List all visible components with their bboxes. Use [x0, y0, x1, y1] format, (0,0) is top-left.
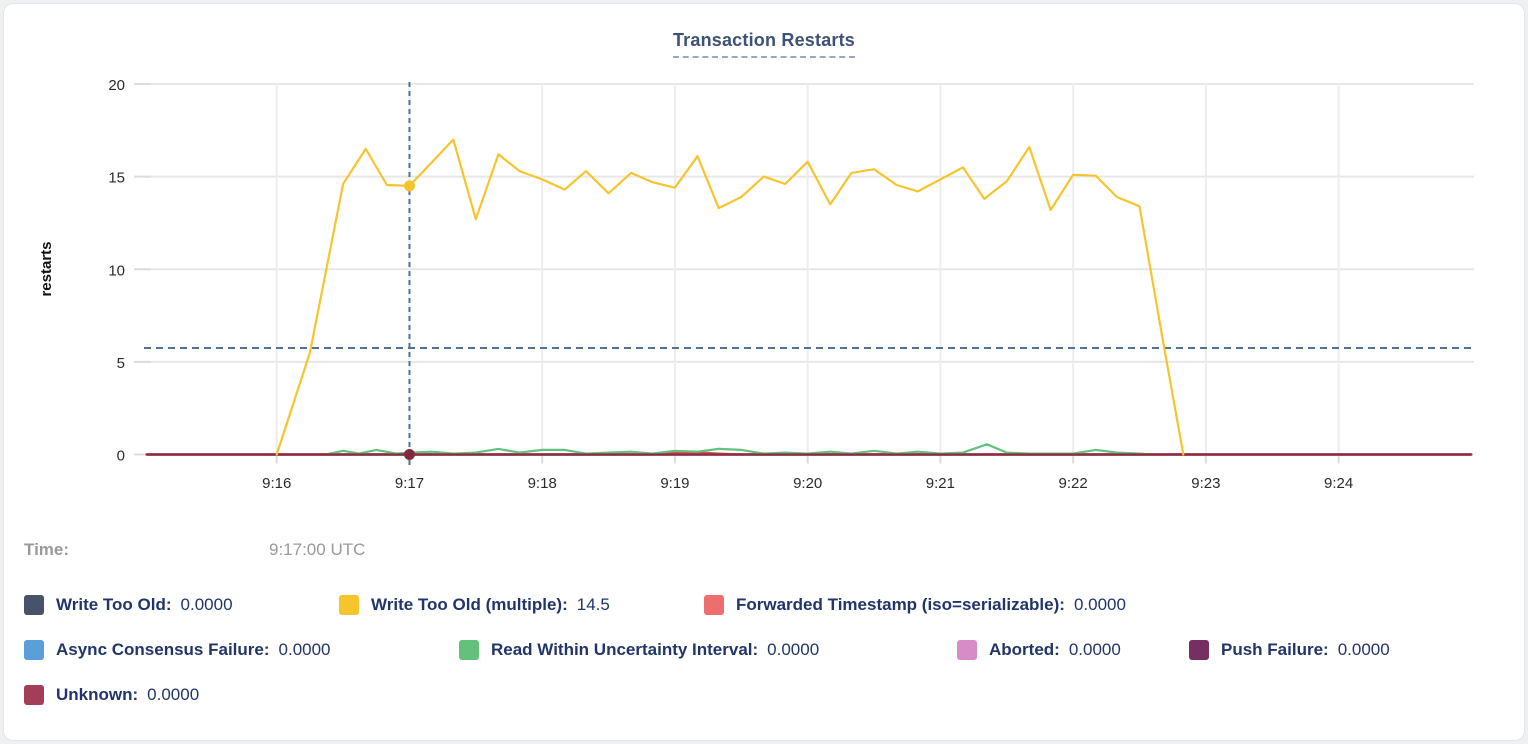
legend-label: Read Within Uncertainty Interval: — [491, 640, 759, 659]
legend-value: 0.0000 — [1068, 640, 1121, 659]
x-tick-label: 9:17 — [395, 475, 424, 492]
transaction-restarts-chart[interactable]: 0 5 10 15 20 9:16 9:17 9:18 9:19 9:20 9:21 9:22 9:23… — [4, 66, 1525, 508]
legend-value: 0.0000 — [147, 685, 200, 704]
legend-label: Async Consensus Failure: — [56, 640, 270, 659]
legend-value: 0.0000 — [767, 640, 820, 659]
x-tick-label: 9:19 — [660, 475, 689, 492]
crosshair-dot — [403, 449, 415, 460]
legend-item[interactable]: Read Within Uncertainty Interval: 0.0000 — [459, 640, 957, 660]
legend-value: 14.5 — [576, 595, 610, 614]
legend-row: Async Consensus Failure: 0.0000 Read Withi… — [4, 637, 1524, 663]
legend-label: Write Too Old (multiple): — [371, 595, 568, 614]
legend-value: 0.0000 — [1073, 595, 1126, 614]
y-tick-label: 15 — [108, 170, 125, 187]
legend-item[interactable]: Push Failure: 0.0000 — [1189, 640, 1390, 660]
hover-time-label: Time: — [24, 540, 70, 559]
legend-label: Push Failure: — [1221, 640, 1329, 659]
x-tick-label: 9:16 — [262, 475, 291, 492]
legend-item[interactable]: Unknown: 0.0000 — [24, 685, 199, 705]
x-tick-label: 9:22 — [1059, 475, 1088, 492]
x-tick-label: 9:24 — [1324, 475, 1353, 492]
x-tick-label: 9:21 — [926, 475, 955, 492]
x-tick-label: 9:23 — [1191, 475, 1220, 492]
y-tick-label: 20 — [108, 77, 125, 94]
legend-row: Write Too Old: 0.0000 Write Too Old (multi… — [4, 592, 1524, 618]
legend-swatch-icon — [957, 640, 977, 660]
legend-label: Unknown: — [56, 685, 139, 704]
legend-swatch-icon — [24, 685, 44, 705]
legend-swatch-icon — [339, 595, 359, 615]
legend-item[interactable]: Write Too Old (multiple): 14.5 — [339, 595, 704, 615]
x-tick-label: 9:20 — [793, 475, 822, 492]
legend-swatch-icon — [24, 640, 44, 660]
legend-value: 0.0000 — [278, 640, 331, 659]
x-tick-label: 9:18 — [528, 475, 557, 492]
series-line — [324, 443, 1154, 456]
legend-label: Write Too Old: — [56, 595, 172, 614]
hover-time-row: Time: 9:17:00 UTC — [4, 540, 1524, 564]
legend-swatch-icon — [1189, 640, 1209, 660]
crosshair-dot — [403, 180, 415, 192]
legend-swatch-icon — [704, 595, 724, 615]
y-axis-title: restarts — [38, 241, 55, 296]
y-tick-label: 5 — [117, 355, 125, 372]
y-tick-label: 10 — [108, 262, 125, 279]
legend-item[interactable]: Write Too Old: 0.0000 — [24, 595, 339, 615]
y-tick-label: 0 — [117, 448, 125, 465]
legend-item[interactable]: Forwarded Timestamp (iso=serializable): 0… — [704, 595, 1126, 615]
chart-legend: Write Too Old: 0.0000 Write Too Old (multi… — [4, 592, 1524, 727]
legend-item[interactable]: Async Consensus Failure: 0.0000 — [24, 640, 459, 660]
legend-row: Unknown: 0.0000 — [4, 682, 1524, 708]
series-line — [275, 138, 1185, 456]
legend-value: 0.0000 — [180, 595, 233, 614]
legend-item[interactable]: Aborted: 0.0000 — [957, 640, 1189, 660]
hover-time-value: 9:17:00 UTC — [269, 540, 366, 559]
chart-title[interactable]: Transaction Restarts — [672, 30, 856, 58]
legend-label: Forwarded Timestamp (iso=serializable): — [736, 595, 1065, 614]
chart-card: Transaction Restarts 0 5 10 15 20 9:16 9:17 9:1… — [3, 3, 1525, 741]
legend-label: Aborted: — [989, 640, 1060, 659]
legend-value: 0.0000 — [1337, 640, 1390, 659]
chart-header: Transaction Restarts — [4, 30, 1524, 58]
legend-swatch-icon — [459, 640, 479, 660]
legend-swatch-icon — [24, 595, 44, 615]
